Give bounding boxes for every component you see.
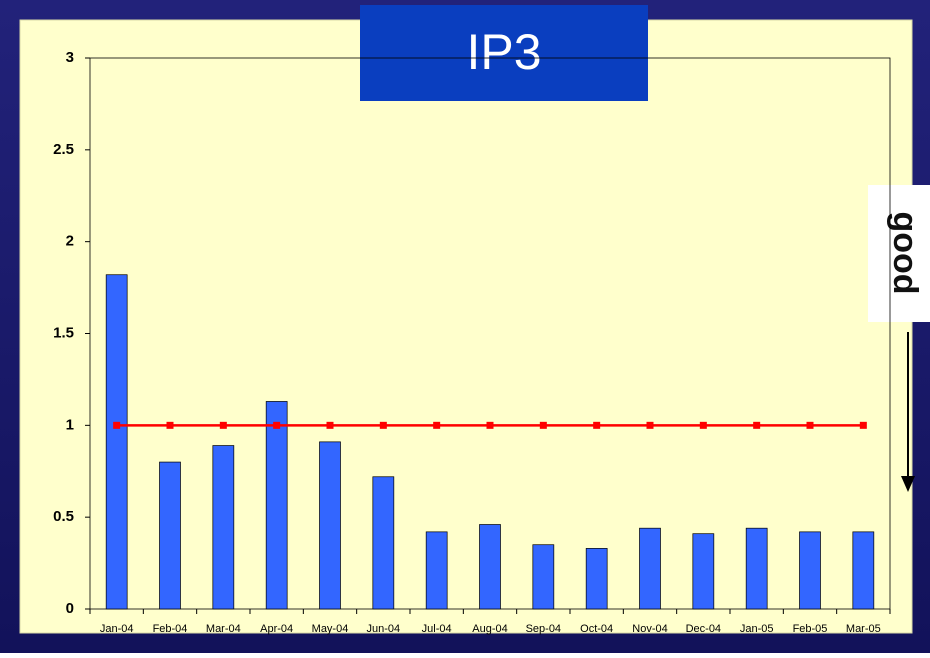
x-tick-label: Jun-04	[367, 623, 401, 635]
line-marker	[379, 421, 387, 429]
line-marker	[539, 421, 547, 429]
y-tick-label: 3	[66, 49, 74, 66]
title-box	[360, 5, 648, 101]
y-tick-label: 2	[66, 233, 74, 250]
bar	[532, 544, 555, 610]
bar	[745, 527, 768, 610]
line-marker	[326, 421, 334, 429]
x-tick-label: Apr-04	[260, 623, 293, 635]
line-marker	[806, 421, 814, 429]
x-tick-label: Jan-05	[740, 623, 774, 635]
line-marker	[113, 421, 121, 429]
line-marker	[593, 421, 601, 429]
x-tick-label: Dec-04	[686, 623, 721, 635]
line-marker	[166, 421, 174, 429]
x-tick-label: Sep-04	[526, 623, 561, 635]
x-tick-label: Jul-04	[422, 623, 452, 635]
bar	[159, 461, 181, 610]
x-tick-label: May-04	[312, 623, 349, 635]
bar	[265, 401, 288, 610]
annotation-box	[868, 185, 930, 322]
bar	[212, 445, 235, 610]
bar	[105, 274, 128, 610]
bar	[319, 441, 341, 610]
y-tick-label: 2.5	[53, 141, 74, 158]
bar	[479, 524, 501, 610]
line-marker	[646, 421, 654, 429]
bar	[852, 531, 875, 610]
bar	[372, 476, 395, 610]
x-tick-label: Aug-04	[472, 623, 507, 635]
bar	[585, 548, 608, 610]
x-tick-label: Oct-04	[580, 623, 613, 635]
line-marker	[699, 421, 707, 429]
bar	[692, 533, 715, 610]
bar	[799, 531, 821, 610]
annotation: good	[886, 211, 924, 294]
x-tick-label: Jan-04	[100, 623, 134, 635]
line-marker	[219, 421, 227, 429]
bar	[425, 531, 448, 610]
line-marker	[433, 421, 441, 429]
x-tick-label: Feb-04	[153, 623, 188, 635]
y-tick-label: 0	[66, 600, 74, 617]
line-marker	[753, 421, 761, 429]
arrow-head	[901, 476, 915, 492]
line-marker	[486, 421, 494, 429]
x-tick-label: Feb-05	[793, 623, 828, 635]
x-tick-label: Nov-04	[632, 623, 667, 635]
x-tick-label: Mar-05	[846, 623, 881, 635]
line-marker	[859, 421, 867, 429]
y-tick-label: 1	[66, 416, 74, 433]
y-tick-label: 0.5	[53, 508, 74, 525]
bar	[639, 527, 661, 610]
y-tick-label: 1.5	[53, 324, 74, 341]
chart-title: IP3	[466, 24, 541, 80]
chart-panel	[19, 19, 913, 634]
line-marker	[273, 421, 281, 429]
x-tick-label: Mar-04	[206, 623, 241, 635]
